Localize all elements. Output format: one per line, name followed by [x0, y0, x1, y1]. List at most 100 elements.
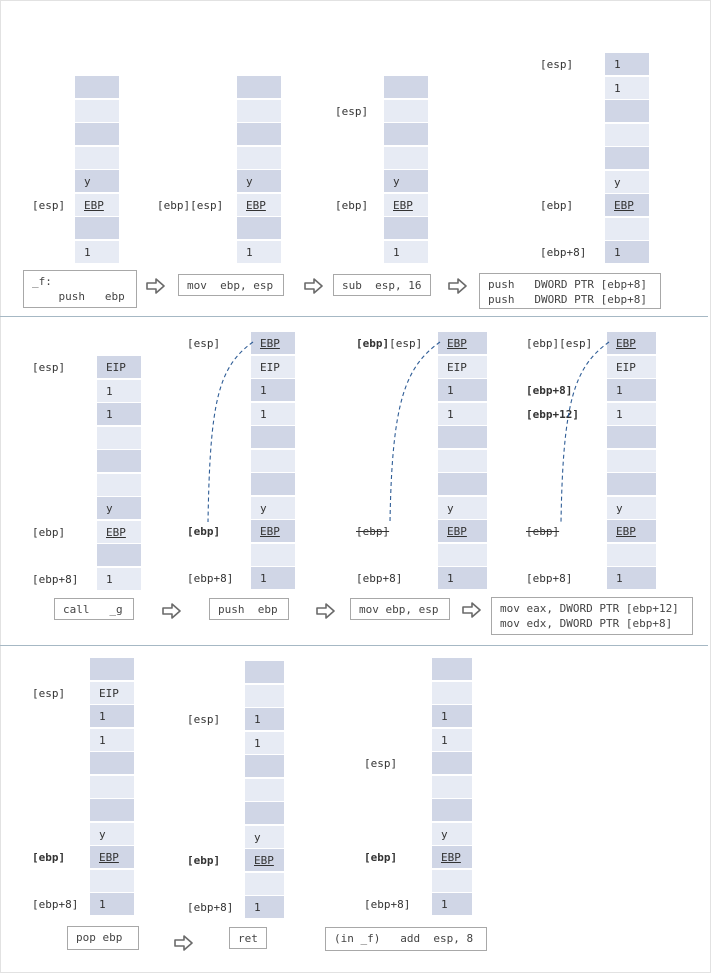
stack-cell: y — [605, 170, 649, 194]
instruction-box: (in _f) add esp, 8 — [325, 927, 487, 951]
stack-cell: y — [607, 496, 656, 520]
stack-cell: 1 — [605, 241, 649, 264]
address-label: [esp] — [32, 361, 66, 374]
stack-cell — [245, 802, 284, 825]
instruction-box: sub esp, 16 — [333, 274, 431, 296]
instruction-box: mov eax, DWORD PTR [ebp+12] mov edx, DWO… — [491, 597, 693, 635]
step-arrow-icon — [162, 603, 181, 619]
stack-cell — [251, 449, 295, 473]
stack-cell: 1 — [432, 705, 472, 728]
stack-cell: EBP — [438, 332, 487, 355]
stack-cell: 1 — [97, 403, 141, 426]
stack-cell — [97, 426, 141, 450]
address-label: [ebp][esp] — [526, 337, 593, 350]
stack-cell: y — [432, 822, 472, 846]
stack-cell: 1 — [607, 402, 656, 426]
stack-cell: 1 — [605, 76, 649, 100]
stack-cell: y — [438, 496, 487, 520]
stack-cell — [607, 449, 656, 473]
stack-cell: EBP — [237, 193, 281, 217]
stack-cell: EBP — [605, 194, 649, 217]
stack-cell: EBP — [432, 846, 472, 869]
stack-cell: 1 — [607, 567, 656, 590]
stack-cell: 1 — [97, 567, 141, 591]
address-label: [esp] — [32, 198, 66, 212]
stack-cell — [245, 684, 284, 708]
stack-cell: 1 — [251, 402, 295, 426]
stack-cell: EBP — [251, 520, 295, 543]
stack-cell — [90, 869, 134, 893]
instruction-box: call _g — [54, 598, 134, 620]
stack-cell — [237, 217, 281, 240]
stack-cell — [97, 473, 141, 497]
step-arrow-icon — [146, 278, 165, 294]
stack-cell — [607, 473, 656, 496]
stack-cell: 1 — [432, 728, 472, 752]
stack-cell: 1 — [237, 240, 281, 264]
step-arrow-icon — [304, 278, 323, 294]
stack-cell: EBP — [384, 193, 428, 217]
step-arrow-icon — [316, 603, 335, 619]
stack-cell — [438, 473, 487, 496]
row-separator — [0, 645, 708, 646]
address-label: [ebp+8] — [32, 572, 79, 586]
stack-cell: EIP — [438, 355, 487, 379]
stack-cell: 1 — [251, 379, 295, 402]
stack-cell — [90, 658, 134, 681]
instruction-box: ret — [229, 927, 267, 949]
address-label: [ebp] — [187, 525, 221, 538]
stack-cell — [237, 123, 281, 146]
stack-cell — [384, 217, 428, 240]
stack-cell: EIP — [97, 356, 141, 379]
address-label: [ebp] — [32, 851, 66, 864]
step-arrow-icon — [174, 935, 193, 951]
stack-cell: 1 — [245, 896, 284, 919]
stack-cell: y — [237, 170, 281, 193]
stack-cell — [237, 146, 281, 170]
address-label: [ebp][esp] — [356, 337, 423, 350]
stack-cell: 1 — [245, 731, 284, 755]
stack-cell: EBP — [75, 193, 119, 217]
stack-cell — [90, 799, 134, 822]
address-label: [esp] — [32, 686, 66, 700]
address-label: [ebp] — [356, 525, 390, 538]
stack-cell — [432, 869, 472, 893]
address-label: [ebp+8] — [187, 572, 234, 585]
step-arrow-icon — [448, 278, 467, 294]
stack-cell: EBP — [90, 846, 134, 869]
instruction-box: mov ebp, esp — [178, 274, 284, 296]
step-arrow-icon — [462, 602, 481, 618]
stack-cell: 1 — [438, 567, 487, 590]
stack-cell — [438, 449, 487, 473]
stack-cell — [75, 217, 119, 240]
stack-cell: 1 — [438, 402, 487, 426]
stack-cell — [90, 775, 134, 799]
stack-cell: EBP — [245, 849, 284, 872]
address-label: [esp] — [335, 104, 369, 118]
address-label: [ebp+12] — [526, 407, 579, 421]
stack-cell — [438, 543, 487, 567]
stack-cell — [432, 681, 472, 705]
address-label: [ebp+8] — [540, 246, 587, 259]
stack-cell — [251, 543, 295, 567]
stack-cell — [245, 661, 284, 684]
stack-cell: 1 — [605, 53, 649, 76]
address-label: [ebp] — [335, 198, 369, 212]
stack-cell — [605, 100, 649, 123]
stack-cell — [97, 450, 141, 473]
stack-cell — [97, 544, 141, 567]
stack-cell — [438, 426, 487, 449]
stack-cell: y — [245, 825, 284, 849]
address-label: [ebp] — [364, 851, 398, 864]
stack-cell: 1 — [384, 240, 428, 264]
stack-cell — [237, 99, 281, 123]
stack-cell — [605, 217, 649, 241]
stack-cell — [75, 123, 119, 146]
stack-cell — [607, 543, 656, 567]
stack-cell — [605, 147, 649, 170]
stack-cell — [384, 146, 428, 170]
stack-cell — [245, 778, 284, 802]
address-label: [ebp+8] — [364, 898, 411, 911]
stack-cell — [75, 76, 119, 99]
address-label: [esp] — [187, 337, 221, 350]
